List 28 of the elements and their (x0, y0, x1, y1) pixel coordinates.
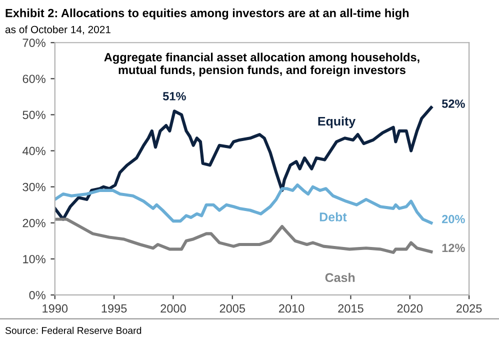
y-tick-label: 50% (22, 110, 46, 120)
data-label: 12% (442, 244, 465, 252)
y-tick-label: 10% (23, 254, 46, 264)
y-tick-label: 20% (22, 218, 46, 228)
x-tick-label: 1990 (42, 304, 68, 313)
series-label: Equity (318, 116, 356, 128)
source-note: Source: Federal Reserve Board (5, 326, 142, 334)
x-tick-label: 2010 (279, 304, 304, 313)
y-tick-label: 60% (22, 74, 46, 84)
line-series (54, 183, 433, 224)
y-tick-label: 40% (22, 146, 46, 156)
data-label: 52% (442, 100, 465, 108)
series-label: Cash (325, 272, 355, 282)
y-tick-label: 30% (22, 182, 46, 192)
x-tick-label: 2000 (160, 304, 186, 313)
x-tick-label: 2015 (338, 304, 364, 313)
x-tick-label: 2020 (397, 304, 423, 313)
annotation: Aggregate financial asset allocation among households, mutual funds, pension funds, and foreign investors (104, 52, 420, 77)
chart-subtitle: as of October 14, 2021 (5, 26, 110, 34)
x-tick-label: 1995 (102, 304, 127, 313)
data-label: 51% (162, 92, 186, 100)
y-tick-label: 0% (29, 291, 46, 300)
x-tick-label: 2025 (456, 304, 482, 313)
y-tick-label: 70% (22, 38, 46, 48)
series-label: Debt (320, 212, 347, 222)
x-tick-label: 2005 (220, 304, 246, 313)
chart-title: Exhibit 2: Allocations to equities among investors are at an all-time high (6, 8, 409, 20)
data-label: 20% (442, 214, 465, 224)
